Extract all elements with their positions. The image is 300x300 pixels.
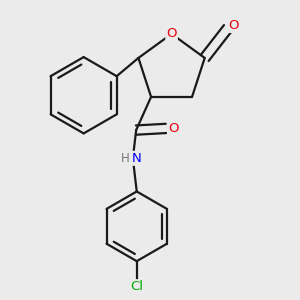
Text: H: H xyxy=(121,152,130,165)
Text: O: O xyxy=(168,122,178,135)
Text: O: O xyxy=(166,27,177,40)
Text: O: O xyxy=(229,19,239,32)
Text: N: N xyxy=(132,152,142,165)
Text: Cl: Cl xyxy=(130,280,143,293)
